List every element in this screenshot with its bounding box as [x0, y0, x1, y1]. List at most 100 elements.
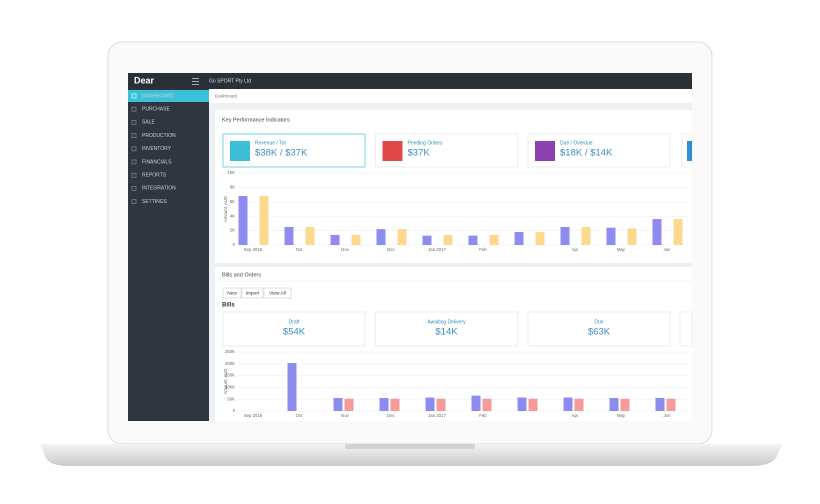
bar — [238, 196, 248, 245]
kpi-label: Revenue / Tot — [255, 140, 286, 146]
button-label[interactable]: New — [227, 290, 237, 296]
bill-cards: Draft $54K Awaiting Delivery $14K Due $63K — [222, 311, 671, 347]
bar — [468, 235, 478, 245]
bar — [489, 234, 499, 245]
bar — [376, 229, 386, 245]
y-tick-label: 0 — [233, 408, 236, 413]
bar — [517, 397, 527, 411]
menu-item[interactable]: INVENTORY — [142, 146, 172, 152]
y-tick-label: 100K — [225, 385, 235, 390]
bar — [627, 228, 637, 245]
menu: DASHBOARD PURCHASE SALE PRODUCTION INVENTORY… — [131, 93, 176, 205]
bar — [609, 398, 619, 411]
active-menu-item — [128, 90, 209, 102]
bar — [574, 398, 584, 411]
kpi-value: $38K / $37K — [255, 148, 308, 159]
y-tick-label: 50K — [227, 396, 235, 401]
x-tick-label: Dec — [387, 413, 395, 418]
bill-label: Due — [594, 319, 603, 325]
menu-toggle[interactable] — [192, 78, 199, 79]
logo: Dear — [134, 75, 155, 85]
bill-card[interactable] — [222, 311, 366, 347]
bar — [390, 398, 400, 411]
bar — [560, 227, 570, 245]
button-label[interactable]: Import — [246, 290, 260, 296]
menu-icon — [131, 146, 137, 152]
menu-item[interactable]: PURCHASE — [142, 107, 170, 113]
bill-card[interactable] — [375, 311, 518, 347]
y-axis-title: Amount, AUD — [223, 368, 228, 394]
x-tick-label: Apr — [572, 413, 579, 418]
x-tick-label: Jun — [664, 247, 672, 252]
y-tick-label: 8K — [230, 185, 235, 190]
bar — [652, 219, 662, 245]
menu-item[interactable]: SALE — [142, 120, 155, 126]
bar — [535, 232, 545, 245]
x-tick-label: May — [617, 413, 626, 418]
bar — [655, 398, 665, 411]
x-tick-label: Sep 2016 — [244, 413, 263, 418]
sidebar — [128, 89, 209, 421]
menu-item[interactable]: SETTINGS — [142, 199, 168, 205]
button[interactable] — [241, 287, 264, 299]
kpi-cards: Revenue / Tot $38K / $37K Pending Orders $3… — [222, 133, 671, 168]
button-label[interactable]: View All — [269, 290, 286, 296]
x-tick-label: Dec — [387, 247, 395, 252]
menu-toggle[interactable] — [192, 81, 199, 82]
button[interactable] — [222, 287, 242, 299]
x-tick-label: Oct — [296, 247, 303, 252]
bar — [581, 227, 591, 245]
menu-item[interactable]: DASHBOARD — [142, 93, 174, 99]
bar — [351, 234, 361, 245]
company-select[interactable]: Go SPORT Pty Ltd — [209, 78, 251, 84]
y-tick-label: 10K — [227, 170, 235, 175]
bar — [606, 227, 616, 245]
kpi-label: Pending Orders — [408, 140, 444, 146]
menu-icon — [131, 106, 137, 112]
x-tick-label: Feb — [479, 247, 487, 252]
menu-icon — [131, 93, 137, 99]
bar — [333, 398, 343, 411]
bar — [666, 398, 676, 411]
bill-card[interactable] — [527, 311, 671, 347]
y-tick-label: 4K — [230, 213, 235, 218]
bar — [443, 234, 453, 245]
menu-item[interactable]: PRODUCTION — [142, 133, 176, 139]
charts: 0 2K 4K 6K 8K 10K Amount, AUD Sep 2016 Oct Nov Dec… — [223, 170, 690, 418]
menu-item[interactable]: FINANCIALS — [142, 159, 172, 165]
section-title: Key Performance Indicators — [222, 117, 290, 123]
laptop-notch — [345, 444, 475, 449]
kpi-icon — [535, 141, 555, 161]
top-bar — [128, 73, 692, 89]
bar — [514, 232, 524, 245]
bar — [482, 398, 492, 411]
bar — [397, 229, 407, 245]
breadcrumb: Dashboard — [215, 94, 238, 99]
x-tick-label: Apr — [572, 247, 579, 252]
bar — [425, 397, 435, 411]
x-tick-label: Oct — [296, 413, 303, 418]
kpi-icon-partial — [687, 141, 692, 161]
button[interactable] — [263, 287, 292, 299]
menu-item[interactable]: INTEGRATION — [142, 186, 176, 192]
kpi-label: Due / Overdue — [560, 140, 593, 146]
button-group: New Import View All — [222, 287, 292, 299]
bar — [330, 234, 340, 245]
x-tick-label: Nov — [341, 247, 349, 252]
menu-toggle[interactable] — [192, 84, 199, 85]
bill-value: $63K — [588, 327, 611, 338]
y-tick-label: 200K — [225, 361, 235, 366]
bar — [673, 219, 683, 245]
menu-icon — [131, 172, 137, 178]
y-tick-label: 250K — [225, 349, 235, 354]
menu-item[interactable]: REPORTS — [142, 173, 167, 179]
menu-icon — [131, 186, 137, 191]
menu-icon — [131, 133, 137, 138]
bar — [620, 398, 630, 411]
x-tick-label: Jan 2017 — [428, 247, 446, 252]
menu-icon — [131, 120, 137, 125]
bill-value: $54K — [283, 327, 306, 338]
bill-value: $14K — [435, 327, 458, 338]
kpi-value: $18K / $14K — [560, 148, 613, 159]
